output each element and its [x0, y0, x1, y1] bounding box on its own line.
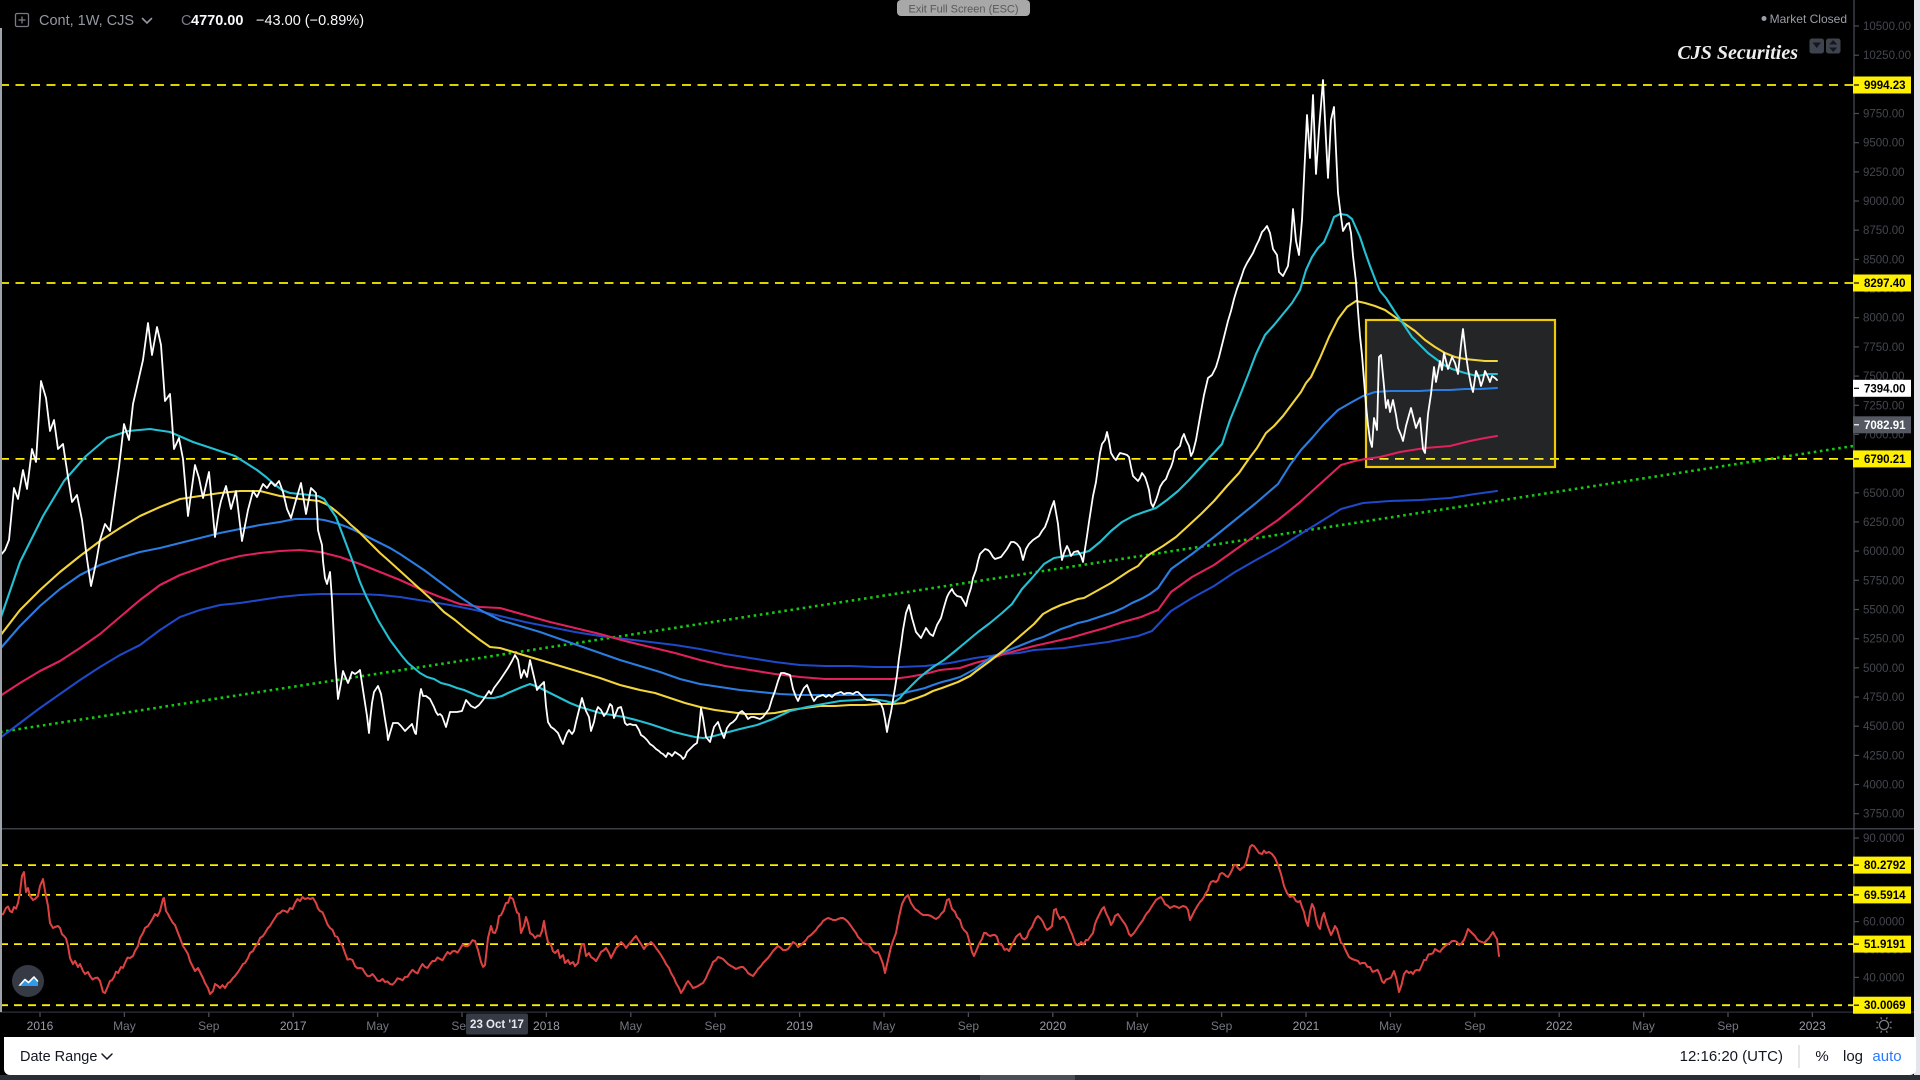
svg-text:12:16:20 (UTC): 12:16:20 (UTC): [1680, 1048, 1783, 1065]
svg-text:9000.00: 9000.00: [1863, 196, 1905, 208]
svg-text:7082.91: 7082.91: [1864, 420, 1906, 432]
svg-text:May: May: [1379, 1019, 1402, 1033]
svg-text:log: log: [1843, 1048, 1863, 1065]
svg-text:7394.00: 7394.00: [1864, 383, 1906, 395]
svg-text:30.0069: 30.0069: [1864, 1000, 1906, 1012]
svg-text:auto: auto: [1872, 1048, 1901, 1065]
svg-text:Cont, 1W, CJS: Cont, 1W, CJS: [39, 13, 134, 29]
svg-text:Sep: Sep: [1464, 1019, 1486, 1033]
svg-text:8297.40: 8297.40: [1864, 278, 1906, 290]
svg-text:2016: 2016: [27, 1019, 54, 1033]
svg-text:Sep: Sep: [1211, 1019, 1233, 1033]
svg-text:6000.00: 6000.00: [1863, 546, 1905, 558]
svg-text:6250.00: 6250.00: [1863, 517, 1905, 529]
svg-text:7250.00: 7250.00: [1863, 400, 1905, 412]
svg-text:4500.00: 4500.00: [1863, 721, 1905, 733]
svg-text:−43.00 (−0.89%): −43.00 (−0.89%): [256, 13, 364, 29]
svg-text:5000.00: 5000.00: [1863, 663, 1905, 675]
svg-text:Sep: Sep: [1717, 1019, 1739, 1033]
svg-text:6790.21: 6790.21: [1864, 454, 1906, 466]
svg-text:Sep: Sep: [958, 1019, 980, 1033]
svg-text:2018: 2018: [533, 1019, 560, 1033]
svg-text:2023: 2023: [1799, 1019, 1826, 1033]
svg-text:May: May: [113, 1019, 136, 1033]
svg-text:8750.00: 8750.00: [1863, 225, 1905, 237]
svg-text:80.2792: 80.2792: [1864, 860, 1906, 872]
svg-text:60.0000: 60.0000: [1863, 917, 1905, 929]
svg-text:May: May: [873, 1019, 896, 1033]
svg-text:%: %: [1815, 1048, 1828, 1065]
svg-text:2022: 2022: [1546, 1019, 1573, 1033]
svg-text:CJS Securities: CJS Securities: [1677, 42, 1798, 64]
svg-text:8000.00: 8000.00: [1863, 313, 1905, 325]
svg-text:5500.00: 5500.00: [1863, 605, 1905, 617]
svg-text:7750.00: 7750.00: [1863, 342, 1905, 354]
svg-text:9994.23: 9994.23: [1864, 80, 1906, 92]
svg-text:4250.00: 4250.00: [1863, 750, 1905, 762]
svg-text:May: May: [1632, 1019, 1655, 1033]
svg-text:10250.00: 10250.00: [1863, 50, 1911, 62]
svg-text:4000.00: 4000.00: [1863, 780, 1905, 792]
svg-text:23 Oct '17: 23 Oct '17: [470, 1019, 524, 1031]
svg-text:6500.00: 6500.00: [1863, 488, 1905, 500]
svg-text:2019: 2019: [786, 1019, 813, 1033]
svg-text:C: C: [181, 13, 191, 29]
svg-text:May: May: [619, 1019, 642, 1033]
svg-text:May: May: [1126, 1019, 1149, 1033]
svg-text:May: May: [366, 1019, 389, 1033]
svg-text:Sep: Sep: [198, 1019, 220, 1033]
svg-text:3750.00: 3750.00: [1863, 809, 1905, 821]
svg-text:8500.00: 8500.00: [1863, 254, 1905, 266]
svg-text:4770.00: 4770.00: [191, 13, 243, 29]
svg-text:2017: 2017: [280, 1019, 307, 1033]
svg-text:51.9191: 51.9191: [1864, 939, 1906, 951]
svg-text:40.0000: 40.0000: [1863, 972, 1905, 984]
svg-text:90.0000: 90.0000: [1863, 833, 1905, 845]
svg-text:69.5914: 69.5914: [1864, 890, 1906, 902]
svg-text:5250.00: 5250.00: [1863, 634, 1905, 646]
svg-text:4750.00: 4750.00: [1863, 692, 1905, 704]
svg-text:9250.00: 9250.00: [1863, 167, 1905, 179]
svg-text:2020: 2020: [1039, 1019, 1066, 1033]
svg-text:Date Range: Date Range: [20, 1049, 97, 1065]
svg-text:5750.00: 5750.00: [1863, 575, 1905, 587]
svg-text:9750.00: 9750.00: [1863, 109, 1905, 121]
svg-text:9500.00: 9500.00: [1863, 138, 1905, 150]
svg-text:Exit Full Screen (ESC): Exit Full Screen (ESC): [908, 4, 1018, 16]
svg-text:Sep: Sep: [705, 1019, 727, 1033]
svg-text:2021: 2021: [1293, 1019, 1320, 1033]
svg-text:Market Closed: Market Closed: [1770, 12, 1847, 26]
svg-text:10500.00: 10500.00: [1863, 21, 1911, 33]
